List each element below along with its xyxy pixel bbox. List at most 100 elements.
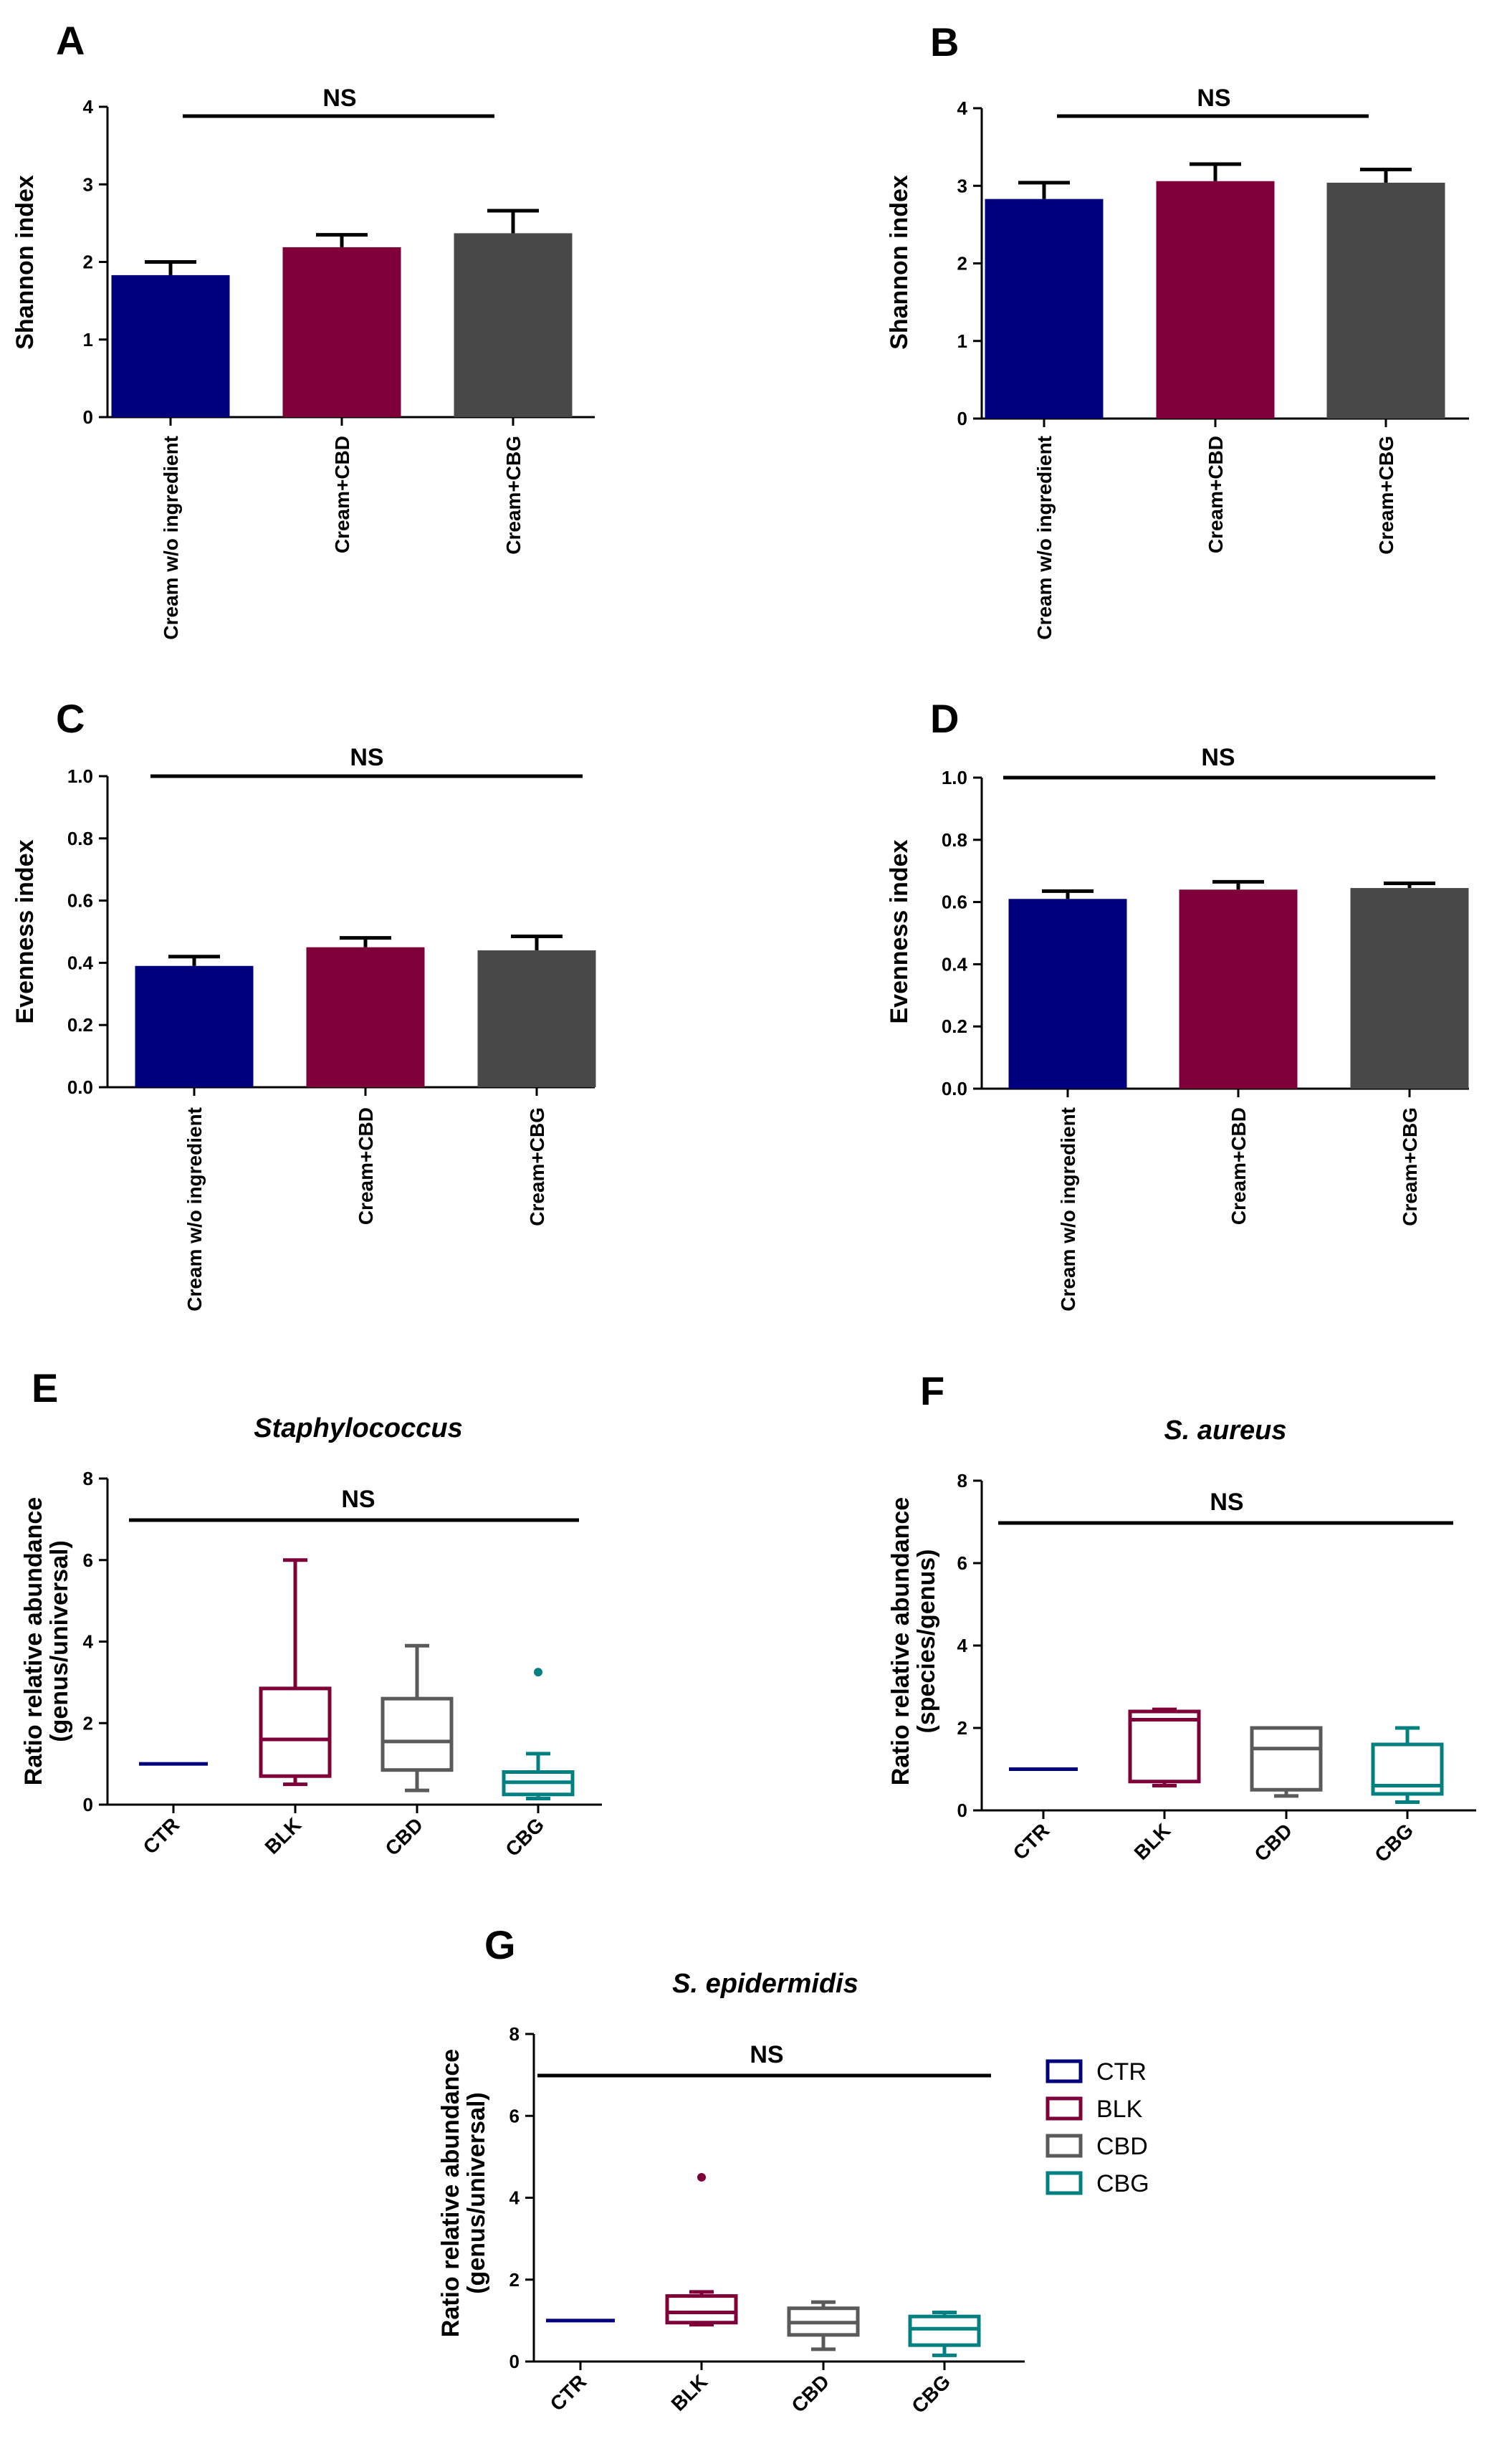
- y-tick-label: 2: [509, 2269, 520, 2291]
- bar-2: [454, 233, 573, 417]
- x-category-label: CTR: [546, 2370, 591, 2415]
- x-category-label: Cream+CBG: [502, 436, 525, 555]
- bar-0: [135, 965, 254, 1087]
- legend-label: CBG: [1096, 2170, 1149, 2197]
- y-tick-label: 0.6: [942, 892, 967, 913]
- y-tick-label: 6: [83, 1549, 93, 1571]
- legend-label: CBD: [1096, 2133, 1148, 2160]
- significance-label: NS: [350, 744, 383, 771]
- x-category-label: BLK: [261, 1813, 306, 1858]
- x-category-label: Cream w/o ingredient: [1033, 436, 1056, 640]
- bar-1: [1179, 889, 1298, 1089]
- panel-title: S. epidermidis: [672, 1969, 858, 1999]
- panel-letter: A: [56, 18, 85, 63]
- x-category-label: Cream+CBG: [1399, 1107, 1421, 1226]
- box-3: [908, 2314, 981, 2347]
- y-tick-label: 0.4: [942, 953, 968, 975]
- legend-item-cbd: CBD: [1046, 2133, 1148, 2160]
- x-category-label: Cream w/o ingredient: [183, 1107, 206, 1312]
- bar-2: [477, 950, 596, 1087]
- x-category-label: Cream+CBD: [1228, 1107, 1250, 1225]
- y-tick-label: 0.6: [67, 890, 93, 912]
- panel-g: G S. epidermidis Ratio relative abundance(…: [437, 1922, 1025, 2417]
- panel-letter: C: [56, 696, 85, 741]
- panel-f: F S. aureus Ratio relative abundance(speci…: [887, 1368, 1476, 1866]
- panel-letter: E: [32, 1365, 58, 1410]
- y-tick-label: 2: [83, 252, 93, 273]
- legend-label: BLK: [1096, 2096, 1143, 2123]
- y-axis-label: Ratio relative abundance: [887, 1497, 914, 1785]
- y-tick-label: 6: [957, 1552, 967, 1574]
- x-category-label: Cream w/o ingredient: [160, 436, 182, 640]
- y-tick-label: 0: [83, 406, 93, 428]
- y-axis-label: Ratio relative abundance: [437, 2049, 464, 2337]
- y-tick-label: 8: [957, 1470, 967, 1491]
- x-category-label: Cream+CBD: [355, 1107, 377, 1225]
- y-axis-label: Shannon index: [11, 175, 39, 350]
- panel-letter: D: [930, 696, 959, 741]
- x-category-label: CTR: [139, 1813, 184, 1858]
- legend-label: CTR: [1096, 2058, 1147, 2086]
- box-1: [665, 2294, 738, 2325]
- bar-0: [1008, 899, 1127, 1089]
- y-tick-label: 0.8: [67, 828, 93, 849]
- panel-title: Staphylococcus: [254, 1413, 462, 1443]
- y-axis-label: Ratio relative abundance: [20, 1497, 47, 1785]
- significance-label: NS: [1210, 1489, 1243, 1516]
- y-tick-label: 2: [83, 1712, 93, 1734]
- x-category-label: BLK: [1130, 1819, 1175, 1864]
- y-tick-label: 3: [957, 175, 967, 196]
- y-axis-label: Evenness index: [886, 839, 913, 1023]
- y-tick-label: 1.0: [942, 767, 967, 788]
- bar-2: [1350, 888, 1469, 1089]
- y-tick-label: 4: [957, 97, 968, 119]
- panel-letter: B: [930, 19, 959, 65]
- panel-a: A Shannon index 0 1 2 3 4 NS Cream w/o ingredien…: [11, 18, 595, 640]
- y-tick-label: 8: [509, 2023, 520, 2045]
- y-axis-label: Evenness index: [11, 839, 39, 1023]
- outlier-point: [697, 2172, 706, 2182]
- panel-letter: G: [484, 1922, 516, 1967]
- y-tick-label: 4: [83, 96, 94, 118]
- x-category-label: Cream+CBG: [526, 1107, 548, 1226]
- y-tick-label: 0.4: [67, 952, 94, 973]
- panel-letter: F: [920, 1368, 944, 1413]
- x-category-label: CTR: [1009, 1819, 1054, 1864]
- x-category-label: CBG: [1370, 1819, 1417, 1866]
- bar-1: [306, 947, 425, 1087]
- y-tick-label: 0: [957, 1800, 967, 1821]
- legend-item-ctr: CTR: [1046, 2058, 1147, 2086]
- x-category-label: Cream+CBG: [1375, 436, 1397, 555]
- y-tick-label: 8: [83, 1468, 93, 1489]
- y-tick-label: 0: [509, 2351, 520, 2372]
- y-axis-label: Shannon index: [886, 175, 913, 350]
- y-tick-label: 4: [509, 2187, 520, 2209]
- bar-0: [111, 274, 230, 417]
- bar-0: [985, 199, 1104, 419]
- box-1: [259, 1686, 332, 1778]
- x-category-label: CBD: [381, 1813, 427, 1860]
- box-1: [1128, 1709, 1201, 1784]
- legend-swatch: [1046, 2171, 1083, 2195]
- y-tick-label: 4: [83, 1631, 94, 1653]
- y-tick-label: 1: [83, 329, 93, 350]
- legend-item-blk: BLK: [1046, 2096, 1143, 2123]
- legend-swatch: [1046, 2096, 1083, 2121]
- y-tick-label: 6: [509, 2105, 520, 2126]
- x-category-label: CBG: [907, 2370, 954, 2417]
- y-tick-label: 0.8: [942, 829, 967, 851]
- bar-1: [282, 247, 401, 417]
- y-tick-label: 0: [83, 1794, 93, 1815]
- y-tick-label: 1.0: [67, 765, 93, 787]
- significance-label: NS: [322, 85, 356, 112]
- bar-2: [1326, 182, 1445, 419]
- panel-c: C Evenness index 0.0 0.2 0.4 0.6 0.8 1.0 NS Cream…: [11, 696, 596, 1312]
- panel-b: B Shannon index 0 1 2 3 4 NS Cream w/o ingredien…: [886, 19, 1469, 640]
- y-tick-label: 2: [957, 253, 967, 274]
- panel-d: D Evenness index 0.0 0.2 0.4 0.6 0.8 1.0 NS Cream…: [886, 696, 1469, 1312]
- bar-1: [1156, 181, 1275, 419]
- y-tick-label: 0.0: [942, 1078, 967, 1099]
- y-axis-label-units: (genus/universal): [463, 2092, 490, 2294]
- y-tick-label: 2: [957, 1717, 967, 1739]
